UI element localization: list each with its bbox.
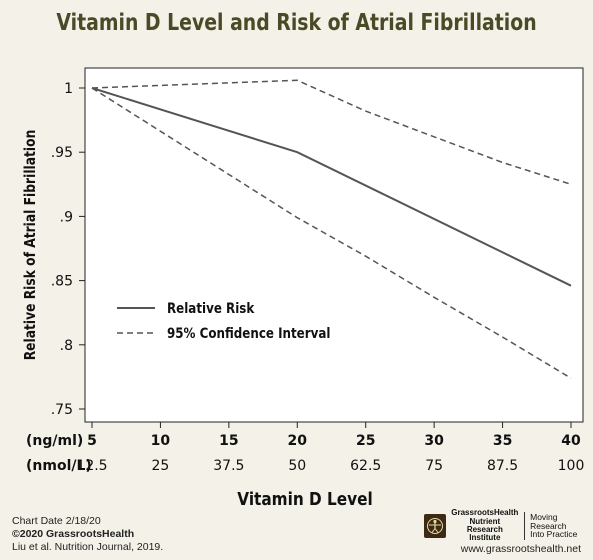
x-alt-tick-label: 100 (558, 458, 585, 474)
y-tick-label: .8 (60, 338, 73, 354)
x-alt-tick-label: 25 (152, 458, 170, 474)
logo-tagline: Moving Research Into Practice (530, 511, 584, 540)
x-axis-title: Vitamin D Level (237, 488, 372, 510)
x-alt-tick-label: 50 (288, 458, 306, 474)
x-unit-label: (ng/ml) (26, 433, 83, 449)
x-tick-label: 30 (424, 433, 444, 449)
x-alt-tick-label: 12.5 (76, 458, 107, 474)
logo-org-line3: Research Institute (466, 525, 503, 543)
y-tick-label: .75 (51, 402, 73, 418)
x-alt-tick-label: 75 (425, 458, 443, 474)
x-alt-tick-label: 87.5 (487, 458, 518, 474)
x-tick-label: 10 (151, 433, 171, 449)
x-alt-unit-label: (nmol/L) (26, 458, 92, 474)
vitruvian-man-icon (424, 514, 446, 538)
plot-area (84, 67, 584, 423)
x-tick-label: 35 (493, 433, 512, 449)
logo-org-line2: Nutrient (469, 516, 501, 526)
relative-risk-line (91, 87, 572, 287)
citation: Liu et al. Nutrition Journal, 2019. (12, 541, 164, 553)
x-tick-label: 20 (288, 433, 308, 449)
x-alt-tick-label: 37.5 (213, 458, 244, 474)
copyright: ©2020 GrassrootsHealth (12, 528, 135, 540)
legend-label: Relative Risk (167, 301, 255, 317)
logo-tag-line2: Research (530, 520, 567, 531)
y-tick-label: 1 (64, 81, 73, 97)
logo-org-name: GrassrootsHealth Nutrient Research Insti… (451, 508, 520, 543)
logo-org-line1: GrassrootsHealth (451, 508, 519, 518)
ci-lower-line (91, 87, 572, 379)
x-tick-label: 25 (356, 433, 375, 449)
logo-tag-line3: Into Practice (530, 529, 578, 540)
x-alt-tick-label: 62.5 (350, 458, 381, 474)
chart-date: Chart Date 2/18/20 (12, 515, 101, 527)
ci-upper-line (91, 79, 572, 186)
legend-label: 95% Confidence Interval (167, 326, 330, 342)
x-tick-label: 5 (87, 433, 97, 449)
y-tick-label: .9 (60, 209, 73, 225)
y-tick-label: .95 (51, 145, 73, 161)
grassrootshealth-logo: GrassrootsHealth Nutrient Research Insti… (424, 508, 584, 543)
logo-divider (524, 512, 526, 540)
website: www.grassrootshealth.net (460, 543, 581, 555)
y-tick-label: .85 (51, 274, 73, 290)
logo-tag-line1: Moving (530, 511, 558, 522)
x-tick-label: 15 (219, 433, 238, 449)
x-tick-label: 40 (561, 433, 581, 449)
chart-title: Vitamin D Level and Risk of Atrial Fibri… (56, 10, 537, 36)
y-axis-title: Relative Risk of Atrial Fibrillation (22, 130, 39, 361)
